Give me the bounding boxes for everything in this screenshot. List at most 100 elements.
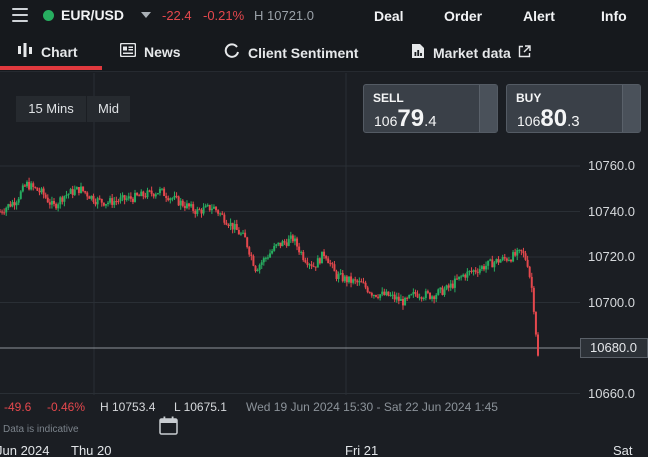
candle-body (366, 287, 369, 293)
calendar-icon[interactable] (159, 416, 178, 435)
tab-market-data[interactable]: Market data (411, 43, 531, 62)
candle-body (163, 188, 166, 196)
tab-chart[interactable]: Chart (17, 43, 78, 60)
buy-button[interactable]: BUY 10680.3 (506, 84, 641, 133)
candle-body (138, 195, 141, 197)
candle-body (312, 266, 315, 268)
info-button[interactable]: Info (601, 8, 627, 24)
candle-body (181, 200, 184, 206)
menu-icon[interactable] (12, 8, 28, 22)
candle-body (428, 292, 431, 299)
period-high: H 10753.4 (100, 400, 156, 414)
candle-body (387, 291, 390, 296)
candle-body (412, 292, 415, 295)
order-button[interactable]: Order (444, 8, 483, 24)
candle-body (134, 192, 137, 202)
candle-body (219, 213, 222, 215)
candle-body (242, 232, 245, 234)
candle-body (86, 192, 89, 197)
candle-body (44, 194, 47, 198)
candle-body (298, 246, 301, 253)
candle-body (397, 296, 400, 301)
chart-icon (17, 43, 33, 60)
candle-body (451, 283, 454, 288)
candle-body (532, 287, 535, 312)
candle-body (327, 258, 330, 264)
candle-body (235, 224, 238, 230)
candle-body (92, 195, 95, 202)
candle-body (395, 296, 398, 300)
candle-body (183, 205, 186, 209)
candle-body (356, 280, 359, 283)
candle-body (73, 189, 76, 195)
candle-body (177, 196, 180, 206)
candle-body (158, 188, 161, 194)
tab-client-sentiment[interactable]: Client Sentiment (224, 43, 358, 62)
candle-body (65, 194, 68, 196)
candle-body (489, 259, 492, 261)
candle-body (233, 224, 236, 230)
market-data-icon (411, 43, 425, 62)
candle-body (426, 291, 429, 293)
candle-body (445, 285, 448, 290)
candle-body (266, 257, 269, 259)
tab-news[interactable]: News (119, 42, 181, 60)
candle-body (518, 249, 521, 251)
candle-body (82, 186, 85, 192)
candle-body (131, 198, 134, 202)
deal-button[interactable]: Deal (374, 8, 404, 24)
candle-body (206, 204, 209, 206)
candle-body (414, 292, 417, 294)
candle-body (142, 191, 145, 197)
candle-body (433, 296, 436, 300)
candle-body (389, 295, 392, 297)
alert-button[interactable]: Alert (523, 8, 555, 24)
candle-body (115, 201, 118, 203)
candle-body (526, 259, 529, 267)
candle-body (217, 210, 220, 214)
tab-news-label: News (144, 43, 181, 60)
candle-body (360, 281, 363, 283)
candle-body (237, 229, 240, 235)
x-tick-label: Sat 22 (613, 443, 633, 457)
candle-body (84, 191, 87, 193)
candle-body (505, 258, 508, 261)
candle-body (208, 204, 211, 211)
candle-body (256, 269, 259, 272)
candle-body (491, 259, 494, 268)
candle-body (194, 210, 197, 214)
tab-client-sentiment-label: Client Sentiment (248, 44, 359, 61)
instrument-name[interactable]: EUR/USD (61, 7, 125, 23)
chevron-down-icon[interactable] (141, 12, 151, 18)
candle-body (503, 257, 506, 259)
candle-body (192, 204, 195, 211)
candle-body (383, 291, 386, 296)
candle-body (171, 198, 174, 200)
candle-body (418, 297, 421, 299)
candle-body (468, 270, 471, 272)
candle-body (283, 241, 286, 243)
candle-body (3, 212, 6, 214)
candle-body (152, 193, 155, 197)
candle-body (497, 258, 500, 263)
candle-body (104, 204, 107, 206)
price-type-selector[interactable]: Mid (87, 96, 130, 122)
candle-body (212, 206, 215, 209)
candle-body (229, 222, 232, 227)
interval-selector[interactable]: 15 Mins (16, 96, 86, 122)
candle-body (339, 273, 342, 275)
candle-body (512, 252, 515, 262)
candle-body (480, 266, 483, 270)
candle-body (381, 291, 384, 295)
candle-body (308, 264, 311, 266)
sell-button[interactable]: SELL 10679.4 (363, 84, 498, 133)
y-tick-label: 10760.0 (588, 158, 635, 173)
candle-body (63, 195, 66, 202)
y-tick-label: 10660.0 (588, 386, 635, 401)
candle-body (90, 195, 93, 199)
candle-body (393, 294, 396, 300)
candle-body (250, 254, 253, 257)
candle-body (173, 195, 176, 199)
candle-body (337, 274, 340, 279)
